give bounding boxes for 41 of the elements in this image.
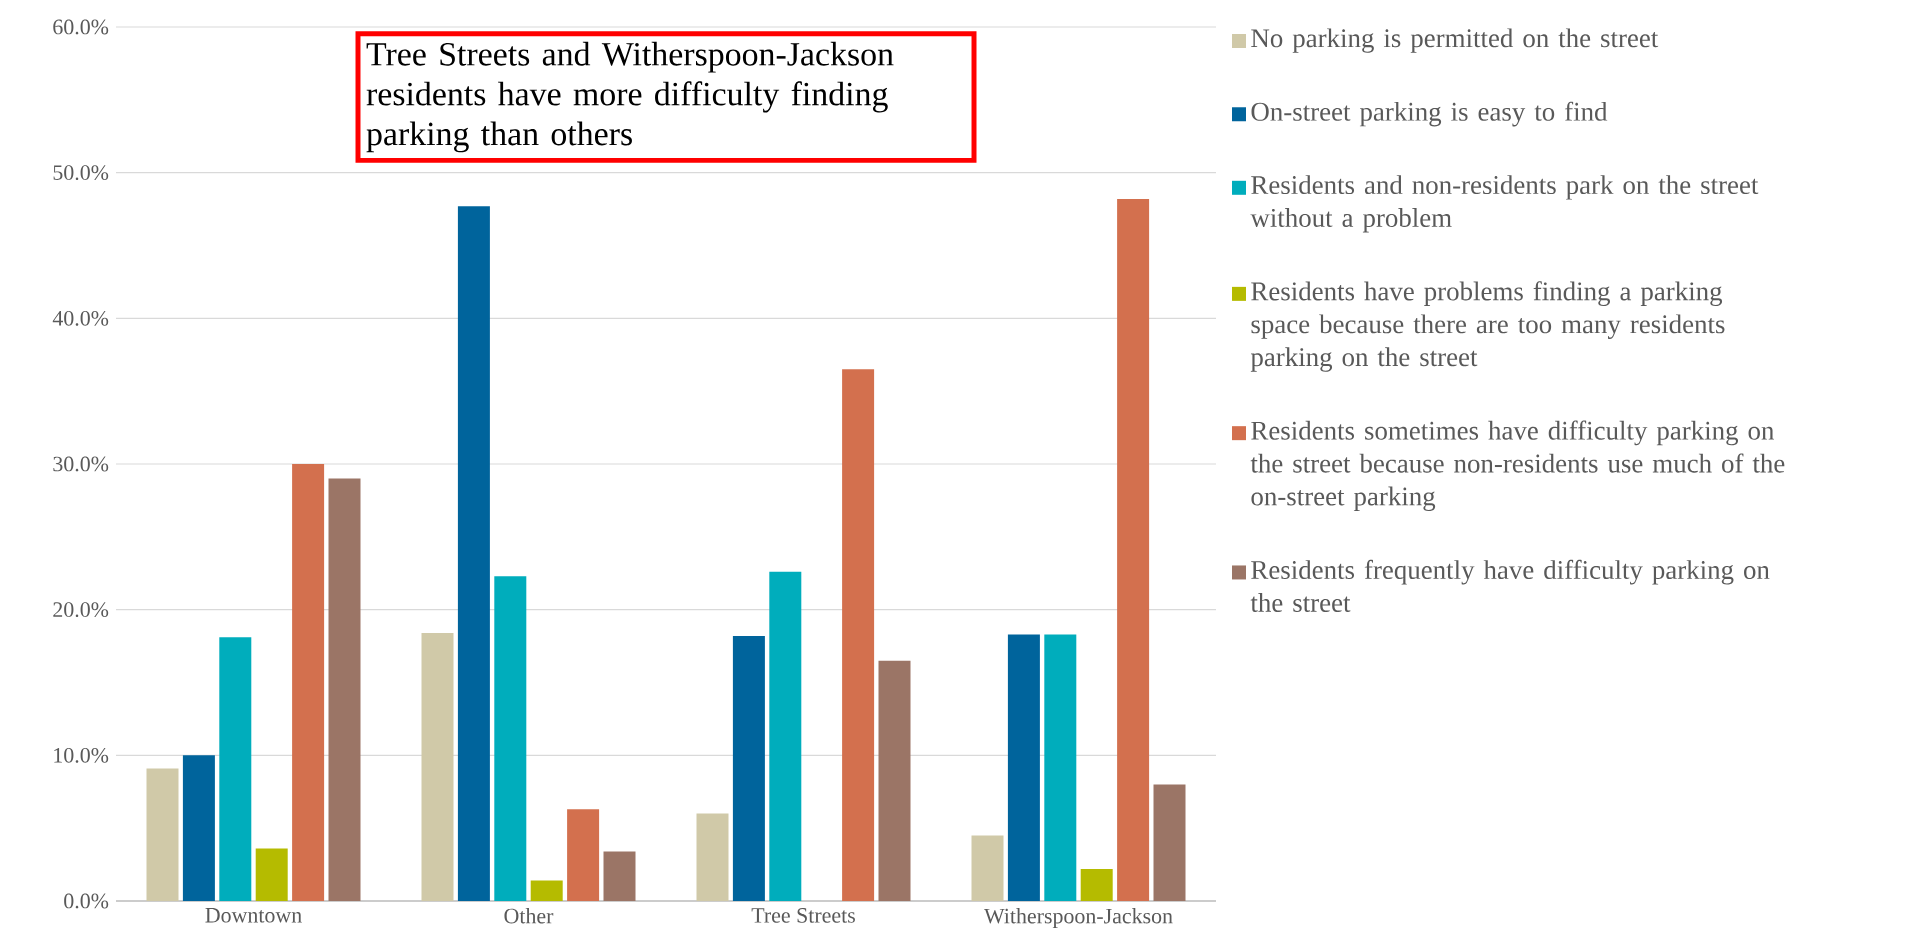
bar	[182, 755, 215, 901]
bar	[732, 635, 765, 901]
bar	[1044, 634, 1077, 901]
y-tick-label: 30.0%	[53, 456, 109, 472]
bar	[255, 848, 288, 901]
x-tick-label: Other	[504, 908, 554, 924]
bar	[292, 463, 325, 901]
y-tick-label: 20.0%	[53, 602, 109, 618]
y-tick-label: 0.0%	[64, 893, 109, 909]
bar	[219, 637, 252, 901]
legend-label: Residents frequently have difficulty parking on the street	[1250, 559, 1770, 612]
bar	[457, 206, 490, 901]
legend-label: On-street parking is easy to find	[1251, 101, 1608, 127]
bar	[1153, 784, 1186, 901]
legend-label: No parking is permitted on the street	[1251, 28, 1659, 53]
y-tick-label: 40.0%	[52, 310, 109, 326]
bar	[1117, 198, 1150, 901]
legend-label: Residents have problems finding a parking space because there are too many residents parking on the street	[1250, 281, 1725, 372]
bar	[1007, 634, 1040, 901]
x-tick-label: Downtown	[205, 908, 302, 923]
bar	[567, 809, 600, 901]
bar	[696, 813, 729, 901]
annotation: Tree Streets and Witherspoon-Jackson residents have more difficulty finding parking than others	[366, 41, 894, 153]
bar	[878, 660, 911, 901]
bar	[603, 851, 636, 901]
bar	[530, 880, 563, 901]
bar	[842, 369, 875, 901]
legend-label: Residents and non-residents park on the street without a problem	[1250, 175, 1759, 233]
bar	[971, 835, 1004, 901]
x-tick-label: Witherspoon-Jackson	[984, 908, 1173, 928]
bar	[769, 571, 802, 901]
bar	[146, 768, 179, 901]
bar	[421, 632, 454, 901]
y-tick-label: 50.0%	[53, 165, 109, 181]
bar	[1080, 868, 1113, 901]
y-tick-label: 60.0%	[53, 19, 109, 35]
x-tick-label: Tree Streets	[751, 908, 855, 923]
legend-label: Residents sometimes have difficulty parking on the street because non-residents use much of the on-street parking	[1250, 420, 1785, 512]
y-tick-label: 10.0%	[54, 747, 109, 763]
bar	[328, 478, 361, 901]
bar	[494, 576, 527, 901]
